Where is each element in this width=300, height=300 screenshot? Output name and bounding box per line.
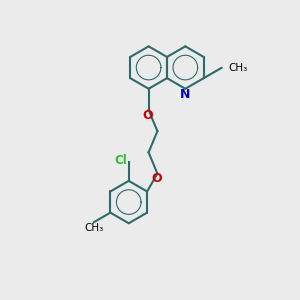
Text: O: O (143, 109, 153, 122)
Text: N: N (180, 88, 190, 100)
Text: Cl: Cl (114, 154, 127, 167)
Text: O: O (152, 172, 162, 185)
Text: CH₃: CH₃ (84, 223, 104, 233)
Text: CH₃: CH₃ (228, 63, 247, 73)
